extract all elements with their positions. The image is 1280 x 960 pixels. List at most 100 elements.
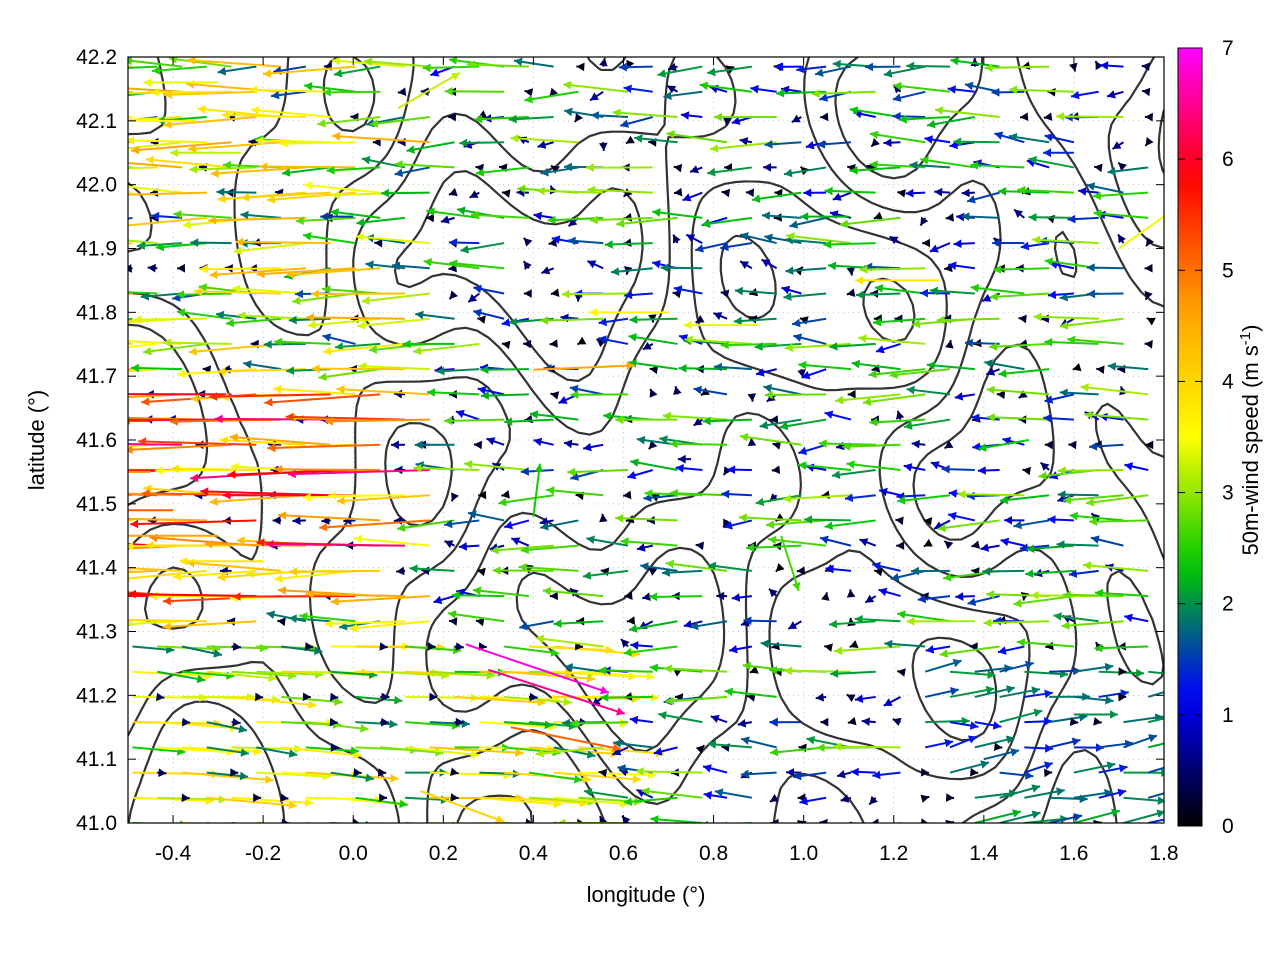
wind-vector-head [473,284,482,294]
wind-vector-head [682,193,692,202]
wind-vector [523,289,532,298]
wind-vector [1057,466,1124,476]
wind-vector [396,519,455,532]
wind-vector [1123,809,1164,823]
wind-vector-head [1073,813,1083,822]
wind-vector [475,617,485,627]
wind-vector [305,313,406,322]
wind-vector [823,240,876,249]
wind-vector-head [0,464,8,473]
wind-vector-shaft [307,317,381,327]
wind-vector [710,141,777,153]
wind-vector [1072,363,1082,372]
wind-vector [364,57,430,68]
wind-vector-head [119,117,127,126]
wind-vector [846,589,856,598]
wind-vector [510,726,622,752]
wind-vector [616,216,678,228]
wind-vector [855,290,901,300]
wind-vector [1013,519,1050,530]
wind-vector [1019,543,1050,552]
colorbar-tick-label: 5 [1222,259,1234,282]
wind-vector-head [1118,764,1128,773]
wind-vector [263,340,306,349]
wind-vector-head [268,673,277,683]
wind-vector-shaft [510,137,579,144]
wind-vector-head [941,464,950,474]
wind-vector-shaft [724,690,777,698]
wind-vector-shaft [983,620,1050,624]
wind-vector-head [451,591,460,600]
wind-vector-shaft [1017,188,1074,194]
wind-vector-head [799,796,808,806]
wind-vector [780,535,801,592]
wind-vector-shaft [206,822,214,823]
wind-vector-head [210,169,219,178]
wind-vector [1000,537,1025,547]
wind-vector-head [739,433,749,442]
wind-vector [936,315,1000,325]
wind-vector-head [720,289,730,298]
wind-vector [147,263,158,273]
wind-vector-head [117,89,125,98]
wind-vector-head [1046,215,1056,224]
y-tick-label: 42.1 [76,110,117,133]
wind-vector-head [824,521,833,531]
wind-vector [926,116,975,129]
wind-vector-head [771,465,781,474]
wind-vector-head [604,826,613,835]
wind-vector-head [897,496,906,505]
wind-vector-head [1067,335,1076,345]
wind-vector-shaft [738,516,802,522]
wind-vector-head [222,110,231,120]
wind-vector [851,359,901,371]
wind-vector-head [1022,466,1031,476]
wind-vector [444,87,505,96]
wind-vector-head [523,289,532,298]
wind-vector-head [803,188,812,198]
wind-vector [1024,787,1065,799]
wind-vector-head [713,362,723,372]
wind-vector-head [929,286,938,296]
wind-vector [796,566,806,575]
wind-vector [787,620,802,630]
wind-vector-head [672,234,681,244]
wind-vector [541,266,555,275]
wind-vector-head [335,342,344,351]
wind-vector [966,491,1000,501]
wind-vector-head [198,283,207,292]
wind-vector [854,615,901,624]
wind-vector [128,393,232,396]
wind-vector [427,642,436,651]
wind-vector [332,132,430,144]
wind-vector-head [508,114,517,124]
wind-vector-head [1039,236,1048,246]
wind-vector-head [288,614,297,623]
wind-vector-head [535,634,545,644]
colorbar-tick-label: 2 [1222,593,1234,616]
wind-vector-head [911,439,920,449]
wind-vector-head [582,774,591,784]
wind-vector [1059,317,1124,330]
wind-vector [615,415,678,424]
wind-vector-shaft [518,565,579,572]
wind-vector-head [390,774,399,783]
wind-vector-head [1144,112,1153,122]
wind-vector-shaft [824,189,876,194]
wind-vector [1028,155,1075,169]
wind-vector-head [240,748,249,757]
wind-vector [249,85,331,95]
wind-vector-shaft [1092,191,1149,198]
wind-vector-shaft [173,212,232,219]
wind-vector [549,339,558,348]
wind-vector-head [156,692,165,702]
wind-vector-head [835,395,844,405]
wind-vector [1090,535,1124,547]
wind-vector-shaft [171,467,257,472]
wind-vector [256,267,356,279]
wind-vector-shaft [181,670,235,678]
wind-vector-head [869,160,878,169]
wind-vector [1087,289,1124,299]
wind-vector [980,543,1000,552]
wind-vector-shaft [128,567,183,572]
